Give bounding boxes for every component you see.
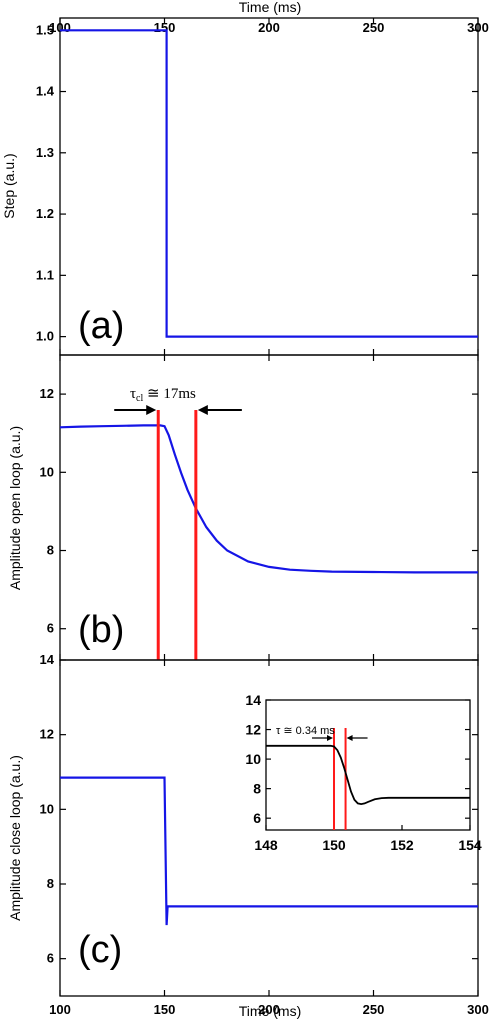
xtick-top-label: 150 xyxy=(154,20,176,35)
tau-cl-annotation: τcl ≅ 17ms xyxy=(130,386,196,404)
panel-label-c: (c) xyxy=(78,929,122,971)
inset-xtick-label: 150 xyxy=(322,837,346,853)
ytick-label-a: 1.3 xyxy=(36,145,54,160)
ytick-label-a: 1.1 xyxy=(36,267,54,282)
ylabel-a: Step (a.u.) xyxy=(1,153,17,218)
ytick-label-c: 14 xyxy=(40,652,55,667)
ytick-label-a: 1.5 xyxy=(36,22,54,37)
xtick-top-label: 250 xyxy=(363,20,385,35)
xtick-top-label: 100 xyxy=(49,20,71,35)
xtick-top-label: 300 xyxy=(467,20,489,35)
arrow-left-head xyxy=(146,405,157,415)
ylabel-c: Amplitude close loop (a.u.) xyxy=(7,755,23,921)
inset-ytick-label: 6 xyxy=(253,810,261,826)
arrow-right-head xyxy=(197,405,208,415)
xtick-bottom-label: 150 xyxy=(154,1002,176,1017)
bottom-xlabel: Time (ms) xyxy=(239,1003,301,1019)
inset-xtick-label: 152 xyxy=(390,837,414,853)
inset-xtick-label: 154 xyxy=(458,837,482,853)
xtick-bottom-label: 100 xyxy=(49,1002,71,1017)
ytick-label-c: 12 xyxy=(40,727,54,742)
panel-label-b: (b) xyxy=(78,609,124,651)
top-xlabel: Time (ms) xyxy=(239,0,301,15)
ytick-label-b: 8 xyxy=(47,543,54,558)
xtick-top-label: 200 xyxy=(258,20,280,35)
ytick-label-c: 8 xyxy=(47,876,54,891)
tau-value: ≅ 17ms xyxy=(143,386,196,402)
inset-arrow-left-head xyxy=(327,735,333,741)
series-line-b xyxy=(59,424,478,574)
inset-ytick-label: 8 xyxy=(253,781,261,797)
ytick-label-a: 1.2 xyxy=(36,206,54,221)
series-line-a xyxy=(60,29,478,338)
inset-ytick-label: 14 xyxy=(245,692,261,708)
inset-arrow-right-head xyxy=(346,735,353,741)
ytick-label-b: 10 xyxy=(40,464,54,479)
xtick-bottom-label: 300 xyxy=(467,1002,489,1017)
xtick-bottom-label: 200 xyxy=(258,1002,280,1017)
panel-label-a: (a) xyxy=(78,305,124,347)
xtick-bottom-label: 250 xyxy=(363,1002,385,1017)
inset-ytick-label: 12 xyxy=(245,722,261,738)
inset-ytick-label: 10 xyxy=(245,751,261,767)
ytick-label-b: 12 xyxy=(40,386,54,401)
ytick-label-b: 6 xyxy=(47,621,54,636)
ylabel-b: Amplitude open loop (a.u.) xyxy=(7,426,23,590)
ytick-label-a: 1.4 xyxy=(36,84,55,99)
tau-symbol: τ xyxy=(130,386,136,402)
ytick-label-c: 10 xyxy=(40,801,54,816)
inset-series-line xyxy=(266,744,470,806)
inset-frame xyxy=(265,699,471,831)
tau-subscript: cl xyxy=(136,393,143,404)
inset-tau-annotation: τ ≅ 0.34 ms xyxy=(276,725,335,737)
ytick-label-a: 1.0 xyxy=(36,329,54,344)
ytick-label-c: 6 xyxy=(47,951,54,966)
inset-xtick-label: 148 xyxy=(254,837,278,853)
series-line-c xyxy=(60,776,478,926)
